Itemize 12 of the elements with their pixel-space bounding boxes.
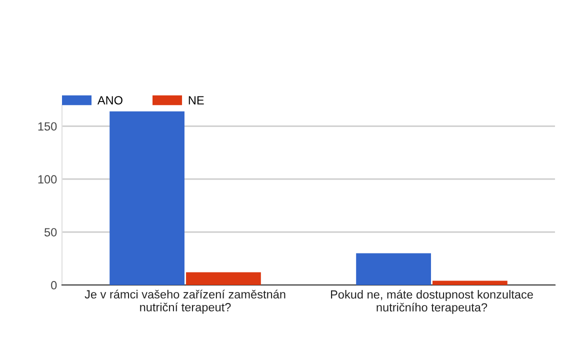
legend-label: NE: [188, 96, 204, 104]
y-tick-label: 100: [38, 175, 57, 184]
bar: [110, 111, 184, 285]
y-tick-label: 150: [38, 122, 57, 131]
bar: [186, 272, 261, 285]
x-tick-label: Pokud ne, máte dostupnost konzultace nutričního terapeuta?: [331, 290, 533, 314]
y-tick-label: 0: [51, 281, 57, 290]
y-tick-label: 50: [44, 228, 57, 236]
bar: [356, 253, 431, 285]
bar: [432, 280, 508, 285]
x-tick-label: Je v rámci vašeho zařízení zaměstnán nutriční terapeut?: [84, 290, 286, 314]
legend-label: ANO: [97, 96, 122, 104]
